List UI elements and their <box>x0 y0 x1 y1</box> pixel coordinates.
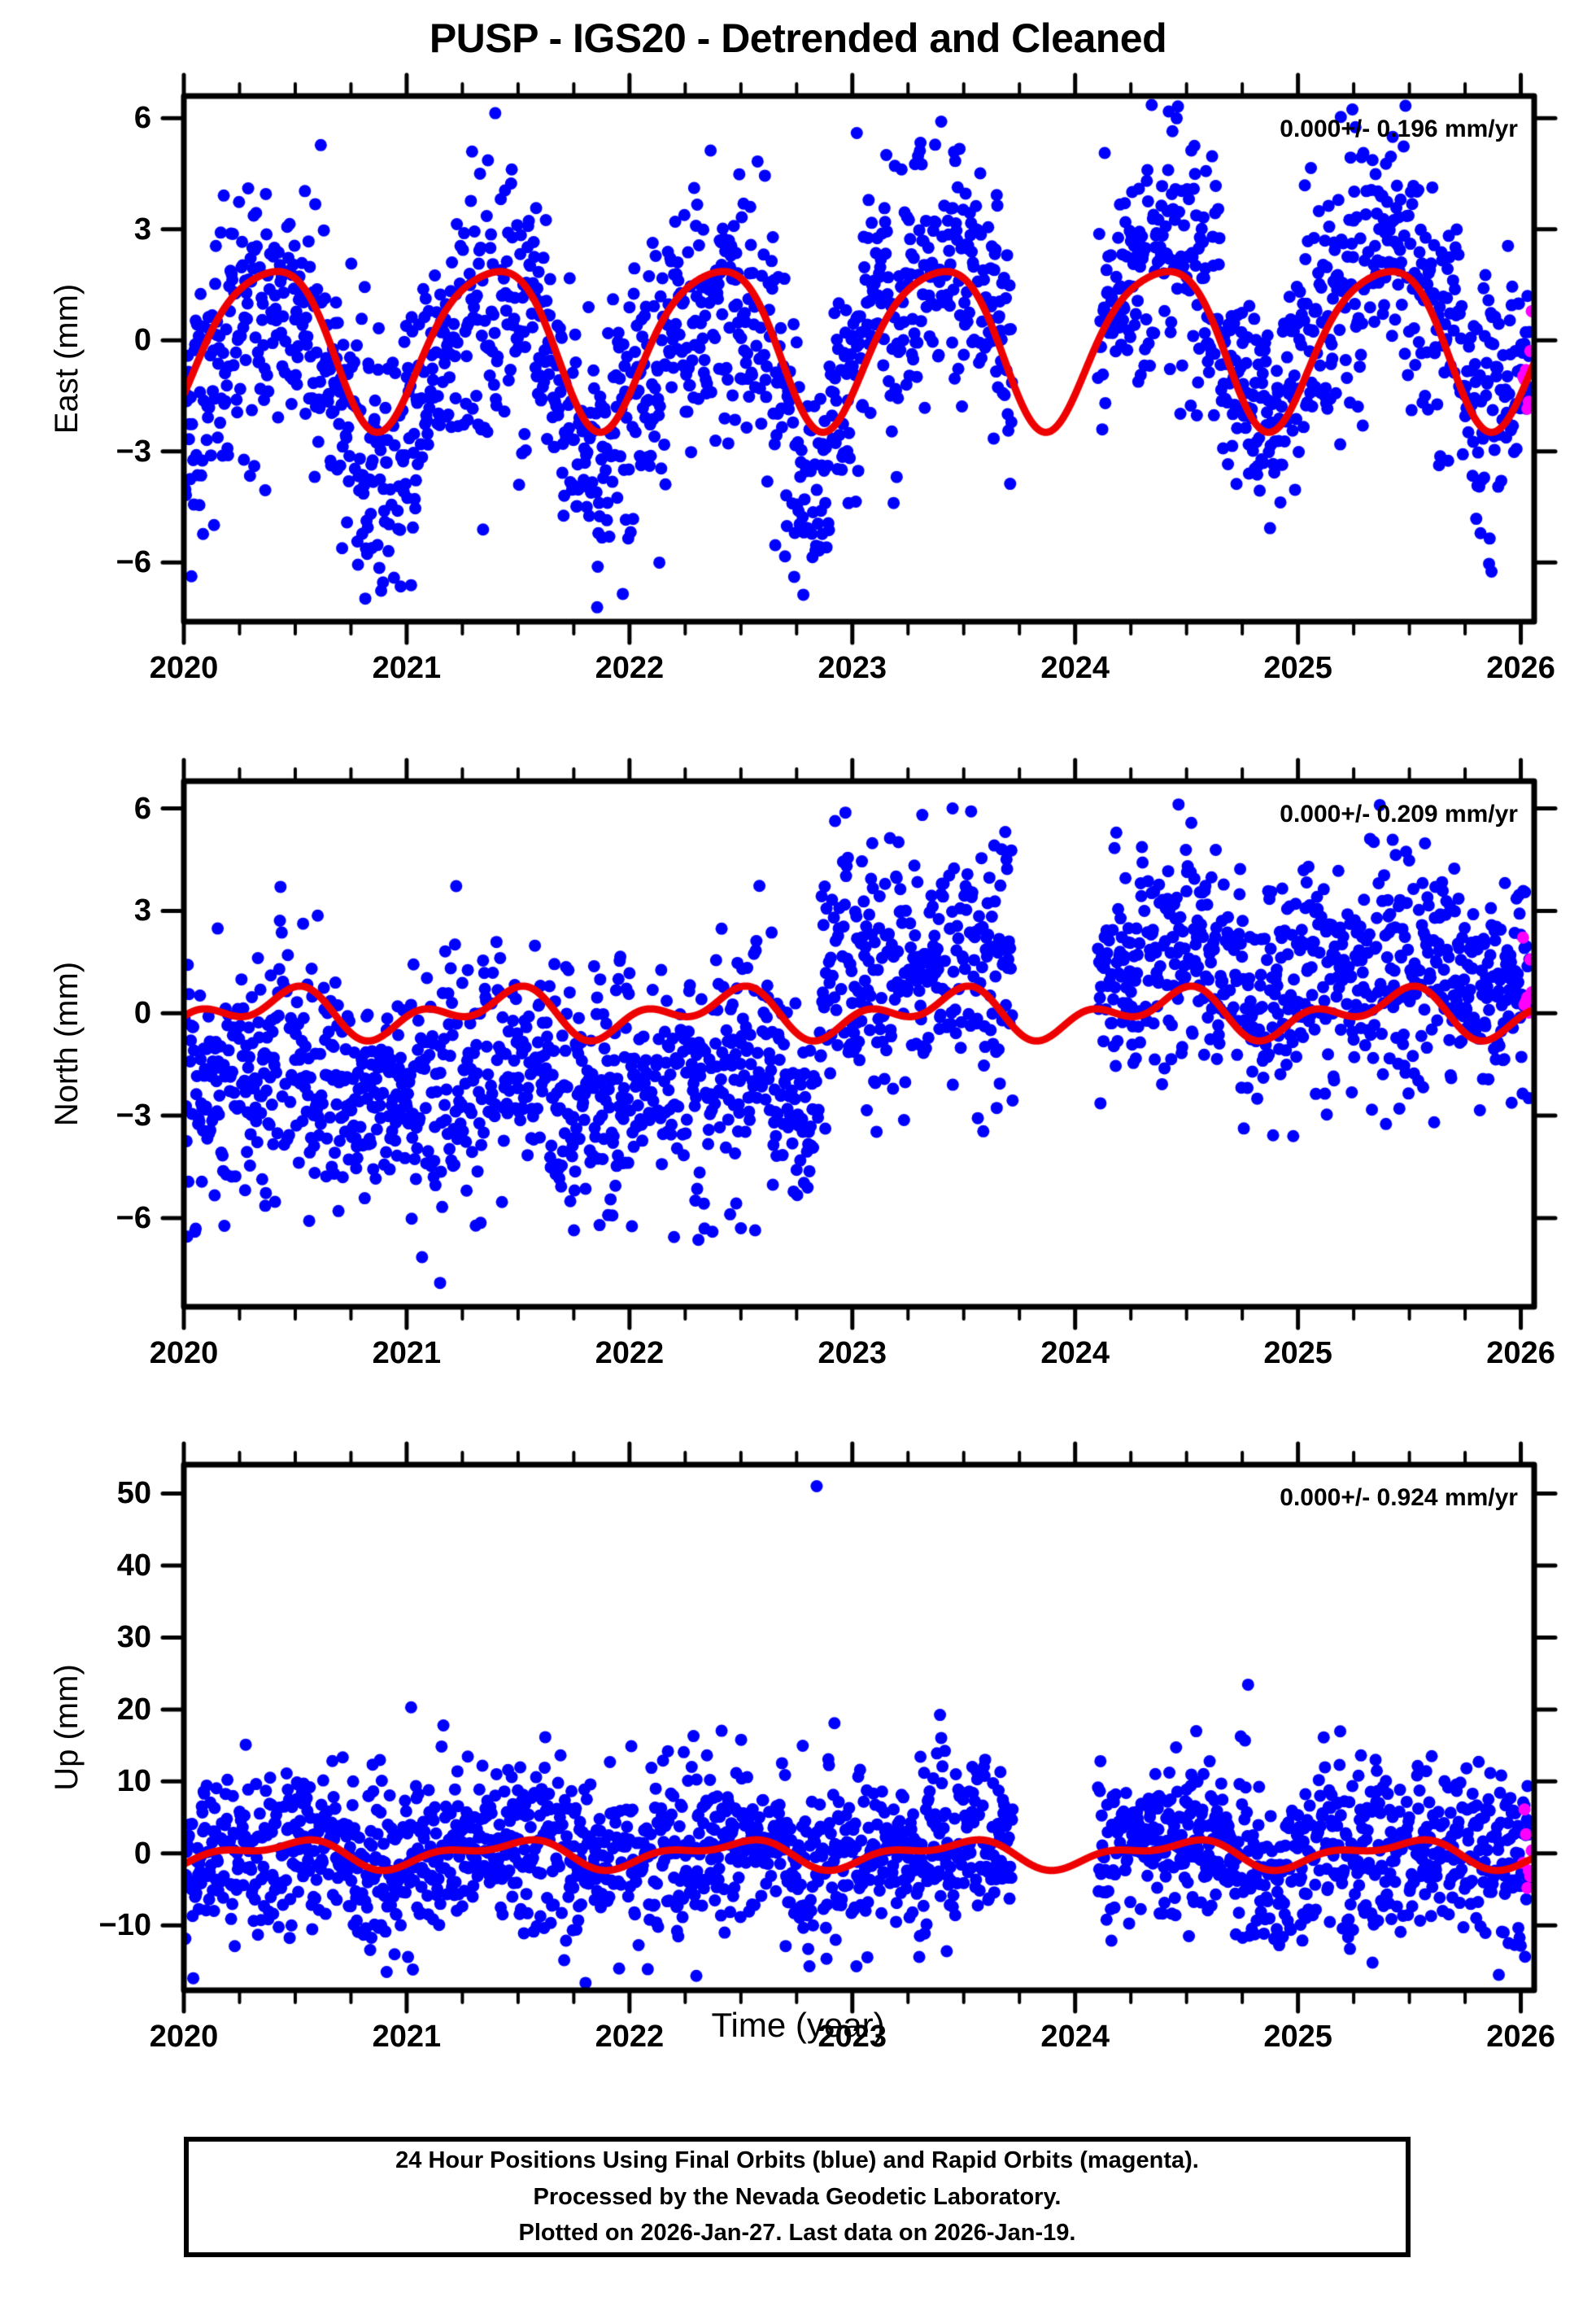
x-tick-label-up-2: 2022 <box>595 2020 665 2054</box>
y-tick-label-up-6: −10 <box>98 1908 151 1943</box>
x-tick-label-up-4: 2024 <box>1040 2020 1110 2054</box>
x-tick-label-north-4: 2024 <box>1040 1336 1110 1370</box>
rate-annotation-north: 0.000+/- 0.209 mm/yr <box>1280 801 1518 828</box>
rate-annotation-east: 0.000+/- 0.196 mm/yr <box>1280 116 1518 142</box>
y-tick-label-up-1: 40 <box>116 1548 151 1583</box>
x-tick-label-north-3: 2023 <box>818 1336 887 1370</box>
y-tick-label-east-1: 3 <box>133 212 151 247</box>
x-tick-label-north-2: 2022 <box>595 1336 665 1370</box>
x-tick-label-east-1: 2021 <box>372 651 442 685</box>
x-tick-label-north-0: 2020 <box>149 1336 219 1370</box>
y-tick-label-north-3: −3 <box>116 1098 151 1133</box>
y-tick-label-north-4: −6 <box>116 1200 151 1235</box>
page-title: PUSP - IGS20 - Detrended and Cleaned <box>429 15 1167 61</box>
y-tick-label-north-2: 0 <box>133 996 151 1031</box>
x-axis-title: Time (year) <box>711 2006 885 2044</box>
caption-line-1: 24 Hour Positions Using Final Orbits (bl… <box>395 2147 1199 2173</box>
x-tick-label-north-1: 2021 <box>372 1336 442 1370</box>
y-tick-label-up-0: 50 <box>116 1476 151 1511</box>
y-axis-title-east: East (mm) <box>49 283 85 435</box>
y-tick-label-up-3: 20 <box>116 1692 151 1727</box>
caption-box: 24 Hour Positions Using Final Orbits (bl… <box>184 2137 1411 2257</box>
y-tick-label-north-1: 3 <box>133 893 151 928</box>
x-tick-label-up-0: 2020 <box>149 2020 219 2054</box>
x-tick-label-east-5: 2025 <box>1263 651 1332 685</box>
x-tick-label-east-2: 2022 <box>595 651 665 685</box>
x-tick-label-up-6: 2026 <box>1486 2020 1555 2054</box>
y-tick-label-east-2: 0 <box>133 323 151 358</box>
caption-line-3: Plotted on 2026-Jan-27. Last data on 202… <box>518 2220 1076 2247</box>
y-tick-label-east-4: −6 <box>116 545 151 580</box>
y-tick-label-north-0: 6 <box>133 791 151 826</box>
y-axis-title-north: North (mm) <box>49 961 85 1127</box>
x-tick-label-up-5: 2025 <box>1263 2020 1332 2054</box>
x-tick-label-east-4: 2024 <box>1040 651 1110 685</box>
y-tick-label-up-4: 10 <box>116 1764 151 1799</box>
y-tick-label-up-5: 0 <box>133 1836 151 1871</box>
x-tick-label-up-3: 2023 <box>818 2020 887 2054</box>
x-tick-label-north-5: 2025 <box>1263 1336 1332 1370</box>
x-tick-label-east-0: 2020 <box>149 651 219 685</box>
y-tick-label-east-3: −3 <box>116 434 151 469</box>
x-tick-label-east-6: 2026 <box>1486 651 1555 685</box>
y-tick-label-east-0: 6 <box>133 101 151 136</box>
x-tick-label-east-3: 2023 <box>818 651 887 685</box>
rate-annotation-up: 0.000+/- 0.924 mm/yr <box>1280 1484 1518 1511</box>
x-tick-label-north-6: 2026 <box>1486 1336 1555 1370</box>
y-axis-title-up: Up (mm) <box>49 1664 85 1791</box>
caption-line-2: Processed by the Nevada Geodetic Laborat… <box>533 2183 1062 2210</box>
y-tick-label-up-2: 30 <box>116 1620 151 1655</box>
x-tick-label-up-1: 2021 <box>372 2020 442 2054</box>
